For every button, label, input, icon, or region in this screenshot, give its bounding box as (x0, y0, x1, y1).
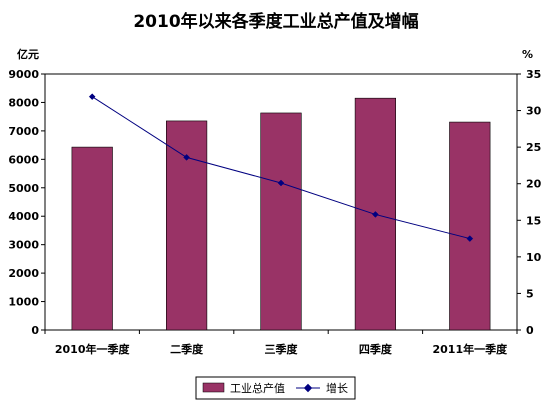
bar (449, 121, 491, 331)
legend-bar-swatch (202, 382, 225, 393)
bar-series (71, 97, 491, 331)
category-label: 三季度 (265, 342, 299, 356)
right-tick-label: 20 (526, 178, 542, 191)
left-axis-unit: 亿元 (17, 47, 39, 61)
right-tick-label: 15 (526, 214, 541, 227)
category-labels: 2010年一季度 二季度 三季度 四季度 2011年一季度 (55, 342, 508, 356)
left-tick-label: 8000 (8, 96, 39, 109)
left-tick-label: 1000 (8, 296, 39, 309)
right-axis-ticks: 0 5 10 15 20 25 30 35 (517, 68, 542, 337)
bar (166, 120, 208, 331)
category-label: 二季度 (170, 342, 204, 356)
category-label: 2011年一季度 (432, 342, 508, 356)
line-point (88, 93, 96, 101)
right-tick-label: 0 (526, 324, 534, 337)
category-label: 2010年一季度 (55, 342, 131, 356)
category-label: 四季度 (359, 342, 393, 356)
right-tick-label: 10 (526, 251, 542, 264)
right-tick-label: 30 (526, 105, 542, 118)
line-point (372, 211, 379, 218)
line-point (183, 154, 190, 161)
left-tick-label: 0 (31, 324, 39, 337)
right-tick-label: 5 (526, 287, 534, 300)
right-axis-unit: % (522, 48, 533, 61)
right-tick-label: 35 (526, 68, 541, 81)
left-tick-label: 9000 (8, 68, 39, 81)
line-point (277, 179, 285, 187)
line-series (88, 93, 474, 242)
left-tick-label: 4000 (8, 210, 39, 223)
right-tick-label: 25 (526, 141, 541, 154)
legend-frame (195, 376, 356, 400)
legend-line-marker (303, 383, 313, 393)
left-tick-label: 3000 (8, 239, 39, 252)
line-point (466, 235, 474, 242)
left-tick-label: 2000 (8, 267, 39, 280)
chart-title: 2010年以来各季度工业总产值及增幅 (133, 11, 418, 32)
legend-bar-label: 工业总产值 (230, 381, 285, 395)
category-ticks (44, 330, 518, 334)
legend: 工业总产值 增长 (195, 376, 356, 400)
left-tick-label: 7000 (8, 125, 39, 138)
bar (260, 112, 302, 331)
legend-line-label: 增长 (326, 381, 348, 395)
bar (71, 146, 113, 331)
left-tick-label: 5000 (8, 182, 39, 195)
left-tick-label: 6000 (8, 153, 39, 166)
left-axis-ticks: 0 1000 2000 3000 4000 5000 6000 7000 8000 9000 (8, 68, 45, 337)
